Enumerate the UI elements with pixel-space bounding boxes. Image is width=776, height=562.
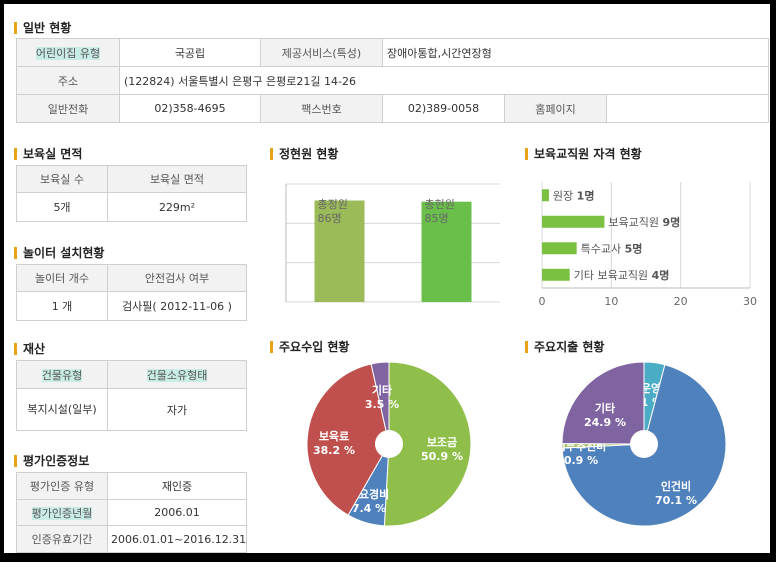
x-tick-label: 30	[743, 295, 757, 308]
room-table: 보육실 수 보육실 면적 5개 229m²	[16, 165, 247, 222]
type-value: 국공립	[119, 38, 261, 67]
pie-slice-label: 기타	[372, 383, 393, 397]
room-area-header: 보육실 면적	[107, 165, 247, 193]
ownership-header: 건물소유형태	[146, 368, 208, 382]
pie-slice	[370, 361, 390, 445]
staff-bar-label: 특수교사 5명	[581, 241, 643, 255]
enrollment-bar-value: 85명	[425, 212, 449, 225]
room-area-value: 229m²	[107, 192, 247, 222]
section-title-income: 주요수입 현황	[270, 340, 349, 354]
enrollment-bar	[314, 200, 365, 302]
staff-bar	[542, 215, 605, 228]
x-tick-label: 20	[674, 295, 688, 308]
playground-count-header: 놀이터 개수	[16, 264, 108, 292]
pie-slice-label: 보육료	[319, 430, 349, 443]
enrollment-bar-value: 86명	[318, 212, 342, 225]
service-label: 제공서비스(특성)	[260, 38, 383, 67]
fax-value: 02)389-0058	[382, 94, 505, 123]
homepage-label: 홈페이지	[504, 94, 607, 123]
pie-slice-value: 7.4 %	[352, 502, 386, 515]
staff-bar-label: 보육교직원 9명	[608, 215, 680, 229]
cert-type-label: 평가인증 유형	[16, 472, 108, 500]
general-info-table: 어린이집 유형 국공립 제공서비스(특성) 장애아통합,시간연장형 주소 (12…	[16, 38, 769, 95]
pie-slice	[306, 363, 390, 516]
playground-table: 놀이터 개수 안전검사 여부 1 개 검사필( 2012-11-06 )	[16, 264, 247, 321]
building-type-header: 건물유형	[41, 368, 83, 382]
cert-year-label: 평가인증년월	[31, 506, 93, 520]
contact-table: 일반전화 02)358-4695 팩스번호 02)389-0058 홈페이지	[16, 94, 769, 123]
pie-slice-label: 기타	[595, 401, 616, 415]
section-title-enrollment: 정현원 현황	[270, 147, 338, 161]
cert-year-value: 2006.01	[107, 499, 247, 526]
room-count-value: 5개	[16, 192, 108, 222]
phone-label: 일반전화	[16, 94, 120, 123]
pie-slice-value: 0.9 %	[564, 454, 598, 467]
section-title-general: 일반 현황	[14, 21, 71, 35]
playground-inspection-value: 검사필( 2012-11-06 )	[107, 291, 247, 321]
pie-slice-value: 38.2 %	[313, 444, 355, 457]
section-title-room: 보육실 면적	[14, 147, 82, 161]
x-tick-label: 0	[539, 295, 546, 308]
ownership-header-cell: 건물소유형태	[107, 360, 247, 389]
fax-label: 팩스번호	[260, 94, 383, 123]
staff-bar-label: 원장 1명	[553, 188, 595, 202]
service-value: 장애아통합,시간연장형	[382, 38, 769, 67]
staff-bar-value: 1명	[577, 188, 595, 202]
building-type-value: 복지시설(일부)	[16, 388, 108, 431]
pie-slice-value: 50.9 %	[421, 450, 463, 463]
room-count-header: 보육실 수	[16, 165, 108, 193]
section-title-expense: 주요지출 현황	[525, 340, 604, 354]
staff-bar-value: 4명	[652, 268, 670, 282]
pie-center-hole	[630, 430, 658, 458]
x-tick-label: 10	[604, 295, 618, 308]
section-title-staff: 보육교직원 자격 현황	[525, 147, 642, 161]
ownership-value: 자가	[107, 388, 247, 431]
playground-inspection-header: 안전검사 여부	[107, 264, 247, 292]
section-title-property: 재산	[14, 342, 45, 356]
cert-period-label: 인증유효기간	[16, 525, 108, 553]
phone-value: 02)358-4695	[119, 94, 261, 123]
section-title-playground: 놀이터 설치현황	[14, 246, 104, 260]
pie-slice-label: 보조금	[427, 436, 457, 449]
pie-slice-value: 70.1 %	[655, 494, 697, 507]
cert-period-value: 2006.01.01~2016.12.31	[107, 525, 247, 553]
staff-bar	[542, 242, 577, 255]
staff-bar-value: 9명	[663, 215, 681, 229]
enrollment-bar	[421, 201, 472, 302]
playground-count-value: 1 개	[16, 291, 108, 321]
pie-slice-value: 24.9 %	[584, 416, 626, 429]
pie-center-hole	[375, 430, 403, 458]
enrollment-bar-category: 총현원	[425, 198, 455, 211]
enrollment-bar-category: 총정원	[318, 198, 348, 211]
cert-year-label-cell: 평가인증년월	[16, 499, 108, 526]
pie-slice-label: 인건비	[661, 479, 691, 493]
address-label: 주소	[16, 66, 120, 95]
property-table: 건물유형 건물소유형태 복지시설(일부) 자가	[16, 360, 247, 431]
pie-slice-value: 3.5 %	[365, 398, 399, 411]
homepage-value[interactable]	[606, 94, 769, 123]
type-label-cell: 어린이집 유형	[16, 38, 120, 67]
address-value: (122824) 서울특별시 은평구 은평로21길 14-26	[119, 66, 769, 95]
pie-slice	[383, 361, 472, 527]
building-type-header-cell: 건물유형	[16, 360, 108, 389]
pie-slice	[561, 361, 645, 445]
staff-bar-label: 기타 보육교직원 4명	[574, 268, 670, 282]
page-frame: 일반 현황 어린이집 유형 국공립 제공서비스(특성) 장애아통합,시간연장형 …	[4, 4, 770, 553]
certification-table: 평가인증 유형 재인증 평가인증년월 2006.01 인증유효기간 2006.0…	[16, 472, 247, 553]
staff-bar-value: 5명	[625, 241, 643, 255]
staff-bar	[542, 189, 549, 202]
staff-bar	[542, 268, 570, 281]
type-label: 어린이집 유형	[35, 46, 101, 60]
cert-type-value: 재인증	[107, 472, 247, 500]
section-title-certification: 평가인증정보	[14, 454, 89, 468]
